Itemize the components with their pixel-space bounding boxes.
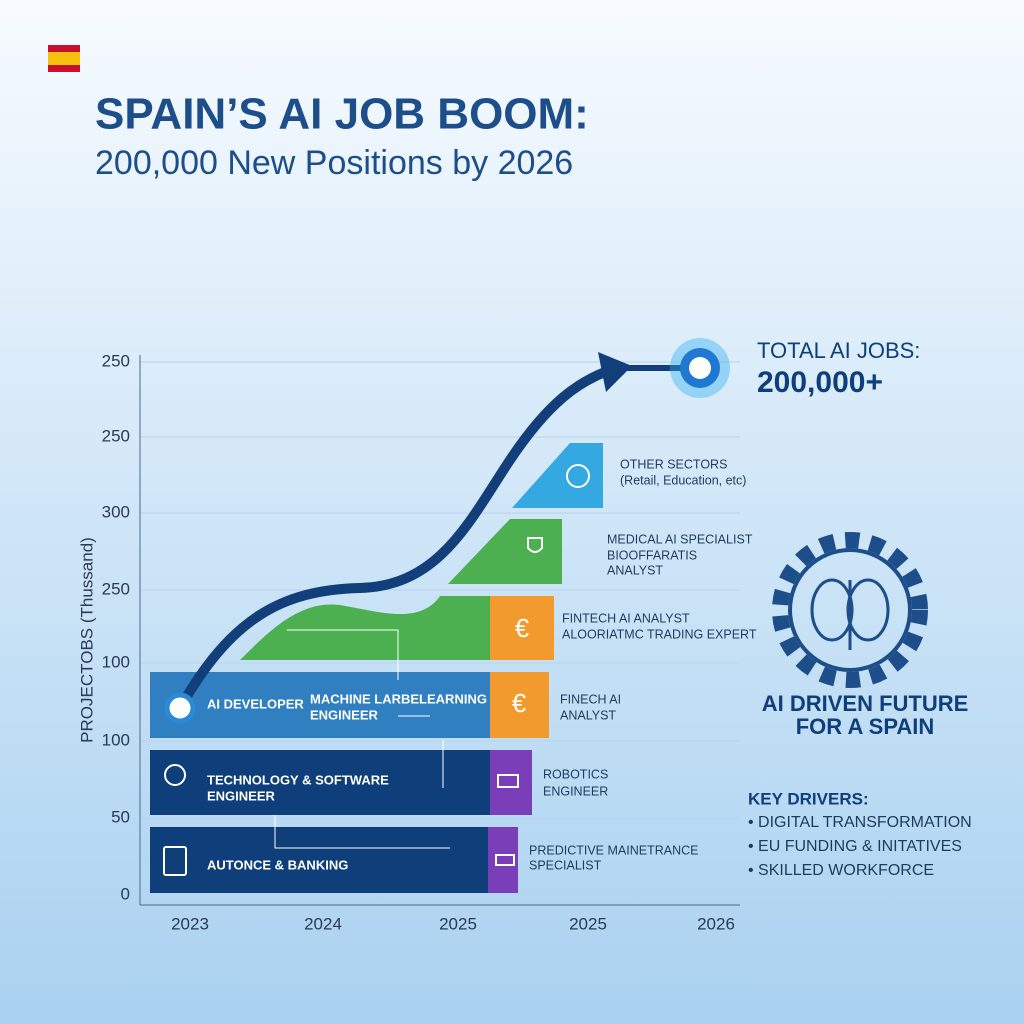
bar-label: TECHNOLOGY & SOFTWARE [207, 772, 389, 787]
brain-gear [772, 532, 928, 688]
x-tick-label: 2025 [439, 914, 477, 933]
segments [150, 443, 603, 893]
callout-label: FINTECH AI ANALYST [562, 611, 690, 625]
callout-label: ANALYST [560, 708, 616, 722]
bar-label: AI DEVELOPER [207, 696, 304, 711]
callouts: PREDICTIVE MAINETRANCE SPECIALIST ROBOTI… [529, 457, 757, 872]
callout-label: (Retail, Education, etc) [620, 473, 746, 487]
badge-text: AI DRIVEN FUTURE [762, 691, 969, 716]
y-axis-label: PROJECTOBS (Thussand) [77, 537, 96, 743]
total-label: TOTAL AI JOBS: [757, 338, 920, 363]
callout-label: OTHER SECTORS [620, 457, 727, 471]
leaders [274, 629, 450, 849]
total-value: 200,000+ [757, 366, 883, 399]
svg-text:€: € [515, 613, 530, 643]
bar-label: MACHINE LARBELEARNING [310, 691, 487, 706]
subtitle: 200,000 New Positions by 2026 [95, 144, 573, 182]
callout-label: ALOORIATMC TRADING EXPERT [562, 627, 757, 641]
bar-label: ENGINEER [310, 707, 379, 722]
bar-label: AUTONCE & BANKING [207, 857, 348, 872]
drivers-title: KEY DRIVERS: [748, 789, 869, 808]
x-tick-label: 2023 [171, 914, 209, 933]
driver-item: • EU FUNDING & INITATIVES [748, 838, 962, 855]
callout-label: BIOOFFARATIS [607, 548, 697, 562]
y-tick-label: 250 [102, 351, 130, 370]
callout-label: SPECIALIST [529, 858, 602, 872]
svg-text:€: € [512, 688, 527, 718]
y-tick-label: 0 [121, 884, 130, 903]
callout-label: PREDICTIVE MAINETRANCE [529, 843, 698, 857]
bar-labels: AUTONCE & BANKING TECHNOLOGY & SOFTWARE … [207, 691, 487, 872]
driver-item: • DIGITAL TRANSFORMATION [748, 814, 972, 831]
icons: € € [163, 464, 590, 876]
x-tick-label: 2026 [697, 914, 735, 933]
x-tick-label: 2025 [569, 914, 607, 933]
y-tick-label: 250 [102, 426, 130, 445]
callout-label: ROBOTICS [543, 767, 608, 781]
y-tick-label: 250 [102, 579, 130, 598]
y-tick-label: 100 [102, 652, 130, 671]
growth-arrow [164, 338, 730, 724]
y-tick-label: 50 [111, 807, 130, 826]
bar-label: ENGINEER [207, 788, 276, 803]
callout-label: ANALYST [607, 563, 663, 577]
y-ticks: 250 250 300 250 100 100 50 0 [102, 351, 130, 903]
x-ticks: 2023 2024 2025 2025 2026 [171, 914, 735, 933]
driver-item: • SKILLED WORKFORCE [748, 862, 934, 879]
title: SPAIN’S AI JOB BOOM: [95, 90, 589, 139]
callout-label: MEDICAL AI SPECIALIST [607, 532, 753, 546]
x-tick-label: 2024 [304, 914, 342, 933]
flag [48, 45, 80, 72]
callout-label: ENGINEER [543, 784, 608, 798]
grid [139, 355, 740, 906]
y-tick-label: 100 [102, 730, 130, 749]
y-tick-label: 300 [102, 502, 130, 521]
badge-text: FOR A SPAIN [796, 714, 935, 739]
callout-label: FINECH AI [560, 692, 621, 706]
